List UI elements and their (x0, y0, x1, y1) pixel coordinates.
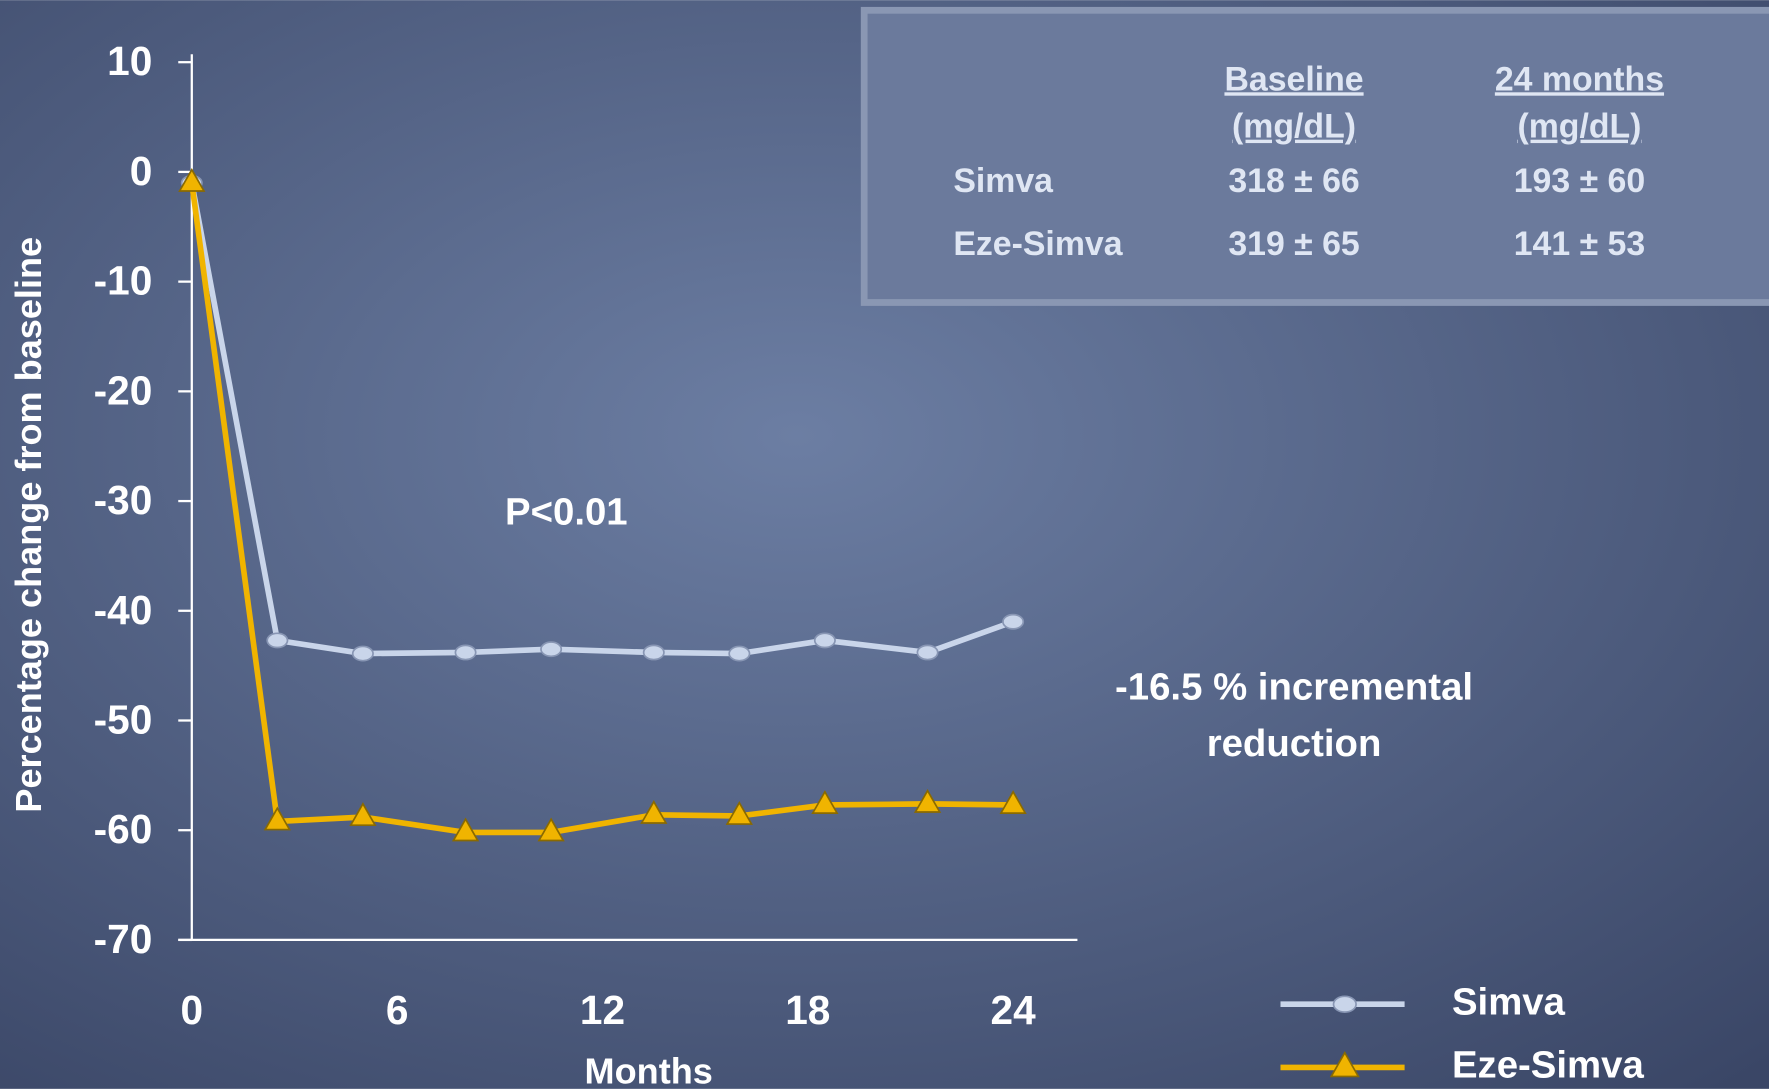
annotation: -16.5 % incremental (1115, 666, 1473, 709)
marker (999, 790, 1027, 814)
marker (725, 801, 753, 825)
row-label: Simva (953, 162, 1054, 200)
marker (640, 799, 668, 824)
legend-label: Eze-Simva (1452, 1044, 1644, 1087)
marker (811, 790, 839, 814)
series-line (188, 182, 1014, 836)
table-cell: 141 ± 53 (1514, 225, 1645, 263)
marker (266, 632, 289, 649)
marker (916, 644, 939, 661)
marker (537, 817, 565, 842)
y-tick-label: -20 (94, 367, 153, 413)
marker (1332, 995, 1357, 1013)
x-tick-label: 6 (386, 987, 409, 1033)
table-header: 24 months (1495, 60, 1664, 98)
marker (813, 632, 836, 649)
table-box (860, 6, 1769, 306)
x-tick-label: 0 (180, 987, 203, 1033)
y-tick-label: 0 (130, 148, 153, 194)
marker (451, 817, 480, 842)
y-tick-label: -50 (94, 696, 153, 742)
legend-label: Simva (1452, 980, 1566, 1023)
x-tick-label: 18 (785, 987, 830, 1033)
marker (642, 644, 665, 661)
y-tick-label: -60 (94, 806, 153, 852)
annotation: reduction (1207, 722, 1382, 765)
marker (351, 645, 374, 662)
y-tick-label: 10 (107, 38, 152, 84)
x-axis-label: Months (585, 1051, 713, 1089)
marker (454, 644, 477, 661)
marker (728, 645, 751, 662)
marker (178, 167, 206, 192)
table-cell: 318 ± 66 (1228, 162, 1359, 200)
series-line (189, 182, 1015, 657)
table-cell: 319 ± 65 (1228, 225, 1359, 263)
table-cell: 193 ± 60 (1514, 162, 1645, 200)
y-tick-label: -30 (94, 477, 153, 523)
y-axis-label: Percentage change from baseline (8, 237, 49, 813)
table-header: (mg/dL) (1517, 108, 1641, 146)
annotation: P<0.01 (505, 491, 628, 534)
marker (1329, 1051, 1360, 1078)
x-tick-label: 12 (580, 987, 625, 1033)
marker (349, 802, 377, 827)
marker (540, 641, 563, 658)
marker (263, 806, 291, 831)
table-header: (mg/dL) (1232, 108, 1356, 146)
row-label: Eze-Simva (953, 225, 1123, 263)
marker (913, 788, 942, 813)
y-tick-label: -40 (94, 587, 153, 633)
y-tick-label: -70 (94, 916, 153, 962)
x-tick-label: 24 (991, 987, 1037, 1033)
marker (1002, 613, 1025, 630)
table-header: Baseline (1224, 60, 1363, 98)
y-tick-label: -10 (94, 258, 153, 304)
